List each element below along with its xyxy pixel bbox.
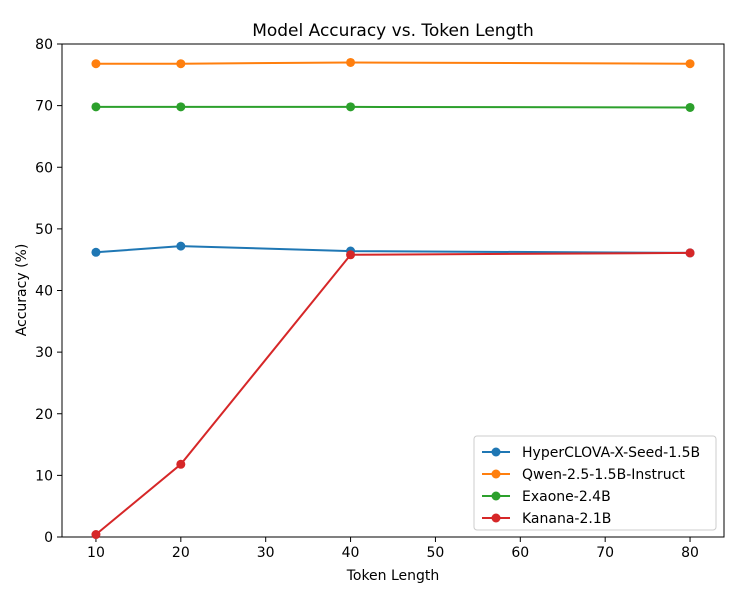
x-tick-label: 20 <box>172 545 190 561</box>
series-layer <box>91 57 695 540</box>
legend-marker <box>491 447 501 457</box>
y-tick-label: 50 <box>35 222 53 238</box>
legend-item: Exaone-2.4B <box>482 489 611 505</box>
legend-label: Kanana-2.1B <box>522 511 611 527</box>
legend-marker <box>491 469 501 479</box>
legend-label: HyperCLOVA-X-Seed-1.5B <box>522 445 700 461</box>
series-exaone-2-4b <box>91 102 695 112</box>
data-point <box>176 459 186 469</box>
x-tick-label: 70 <box>596 545 614 561</box>
data-point <box>91 59 101 69</box>
legend-item: Qwen-2.5-1.5B-Instruct <box>482 467 685 483</box>
series-qwen-2-5-1-5b-instruct <box>91 57 695 69</box>
data-point <box>346 250 356 260</box>
series-line <box>95 245 691 254</box>
legend-box <box>473 435 717 531</box>
x-tick-label: 80 <box>681 545 699 561</box>
data-point <box>176 241 186 251</box>
y-tick-label: 70 <box>35 99 53 115</box>
y-tick-label: 10 <box>35 468 53 484</box>
y-tick-label: 0 <box>44 530 53 546</box>
x-axis-label: Token Length <box>346 568 440 584</box>
series-line <box>95 61 691 65</box>
data-point <box>91 102 101 112</box>
legend-label: Exaone-2.4B <box>522 489 611 505</box>
series-line <box>95 251 691 536</box>
x-axis: 10 20 30 40 50 60 70 80 <box>87 537 699 561</box>
y-axis: 0 10 20 30 40 50 60 70 80 <box>35 37 62 546</box>
series-line <box>95 105 691 109</box>
data-point <box>91 247 101 257</box>
data-point <box>685 248 695 258</box>
legend: HyperCLOVA-X-Seed-1.5B Qwen-2.5-1.5B-Inst… <box>473 435 717 531</box>
series-kanana-2-1b <box>91 248 695 540</box>
x-tick-label: 50 <box>427 545 445 561</box>
data-point <box>346 57 356 67</box>
y-tick-label: 80 <box>35 37 53 53</box>
x-tick-label: 40 <box>342 545 360 561</box>
data-point <box>685 59 695 69</box>
legend-item: HyperCLOVA-X-Seed-1.5B <box>482 445 700 461</box>
chart-title: Model Accuracy vs. Token Length <box>252 21 534 41</box>
x-tick-label: 30 <box>257 545 275 561</box>
y-tick-label: 20 <box>35 407 53 423</box>
y-tick-label: 30 <box>35 345 53 361</box>
data-point <box>176 59 186 69</box>
legend-label: Qwen-2.5-1.5B-Instruct <box>522 467 685 483</box>
y-tick-label: 40 <box>35 284 53 300</box>
data-point <box>346 102 356 112</box>
y-tick-label: 60 <box>35 160 53 176</box>
data-point <box>91 530 101 540</box>
x-tick-label: 10 <box>87 545 105 561</box>
data-point <box>176 102 186 112</box>
data-point <box>685 102 695 112</box>
legend-item: Kanana-2.1B <box>482 511 611 527</box>
y-axis-label: Accuracy (%) <box>14 244 30 337</box>
x-tick-label: 60 <box>511 545 529 561</box>
legend-marker <box>491 491 501 501</box>
legend-marker <box>491 513 501 523</box>
